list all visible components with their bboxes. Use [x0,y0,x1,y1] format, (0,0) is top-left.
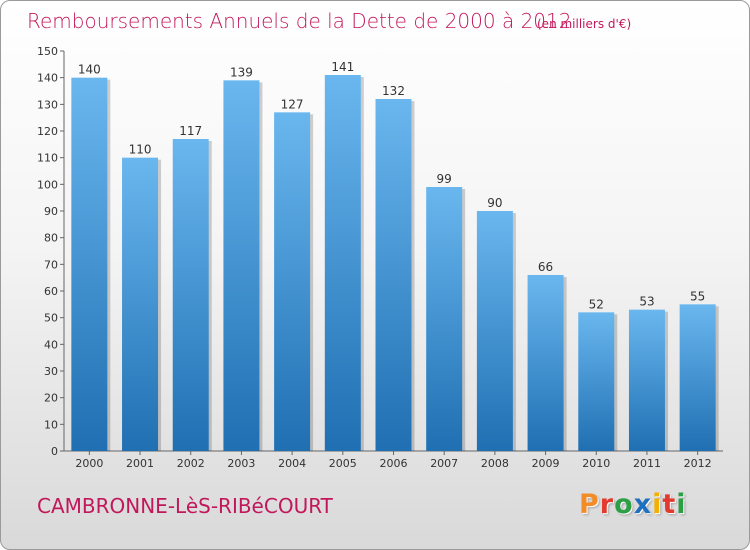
commune-name: CAMBRONNE-LèS-RIBéCOURT [37,494,333,518]
x-tick-label: 2010 [582,457,610,470]
x-tick-label: 2008 [481,457,509,470]
bar [172,139,209,451]
x-tick-label: 2000 [75,457,103,470]
bar [679,304,716,451]
bar-value-label: 141 [331,60,354,74]
x-tick-label: 2006 [380,457,408,470]
logo-letter: i [652,489,663,520]
logo-letter: r [599,489,615,520]
y-tick-label: 110 [37,152,58,165]
y-tick-label: 130 [37,98,58,111]
x-tick-label: 2005 [329,457,357,470]
bar-value-label: 139 [230,65,253,79]
chart-axes: 0 10 20 30 40 50 60 70 80 90 100 110 120 130 140 150 [37,45,723,458]
bar [375,99,412,451]
bar [527,275,564,451]
y-tick-label: 20 [44,392,58,405]
bar-value-label: 55 [690,289,705,303]
bar-value-label: 52 [589,297,604,311]
logo-letter: i [676,489,687,520]
bar-value-label: 132 [382,84,405,98]
bar [426,187,463,451]
chart-unit: (en milliers d'€) [537,17,632,31]
logo-letter: P [579,489,600,520]
x-tick-label: 2002 [177,457,205,470]
y-tick-label: 0 [51,445,58,458]
chart-labels: 140 2000 110 2001 117 2002 139 2003 127 2004 141 20… [75,60,711,470]
bar [628,309,665,451]
bar-value-label: 127 [281,97,304,111]
x-tick-label: 2012 [684,457,712,470]
logo-letter: t [662,489,677,520]
y-tick-label: 60 [44,285,58,298]
y-tick-label: 100 [37,178,58,191]
chart-title: Remboursements Annuels de la Dette de 20… [27,9,572,33]
bar-value-label: 110 [129,143,152,157]
bar [223,80,260,451]
bar-value-label: 140 [78,63,101,77]
y-tick-label: 120 [37,125,58,138]
y-tick-label: 10 [44,418,58,431]
y-tick-label: 150 [37,45,58,58]
y-tick-label: 70 [44,258,58,271]
x-tick-label: 2011 [633,457,661,470]
bar-value-label: 53 [639,295,654,309]
x-tick-label: 2004 [278,457,306,470]
bar [122,157,159,451]
y-tick-label: 30 [44,365,58,378]
x-tick-label: 2009 [532,457,560,470]
bar-value-label: 90 [487,196,502,210]
bar [324,75,361,451]
bar [476,211,513,451]
chart-bars [71,75,719,452]
logo-letter: x [633,489,653,520]
bar-value-label: 66 [538,260,553,274]
logo-letter: o [614,489,634,520]
bar [274,112,311,451]
y-tick-label: 40 [44,338,58,351]
bar-value-label: 99 [437,172,452,186]
bar [71,77,108,452]
y-tick-label: 80 [44,232,58,245]
y-tick-label: 50 [44,312,58,325]
bar [578,312,615,451]
proxiti-logo: Proxiti [579,489,687,520]
y-tick-label: 140 [37,72,58,85]
y-tick-label: 90 [44,205,58,218]
bar-value-label: 117 [179,124,202,138]
x-tick-label: 2001 [126,457,154,470]
x-tick-label: 2003 [227,457,255,470]
x-tick-label: 2007 [430,457,458,470]
